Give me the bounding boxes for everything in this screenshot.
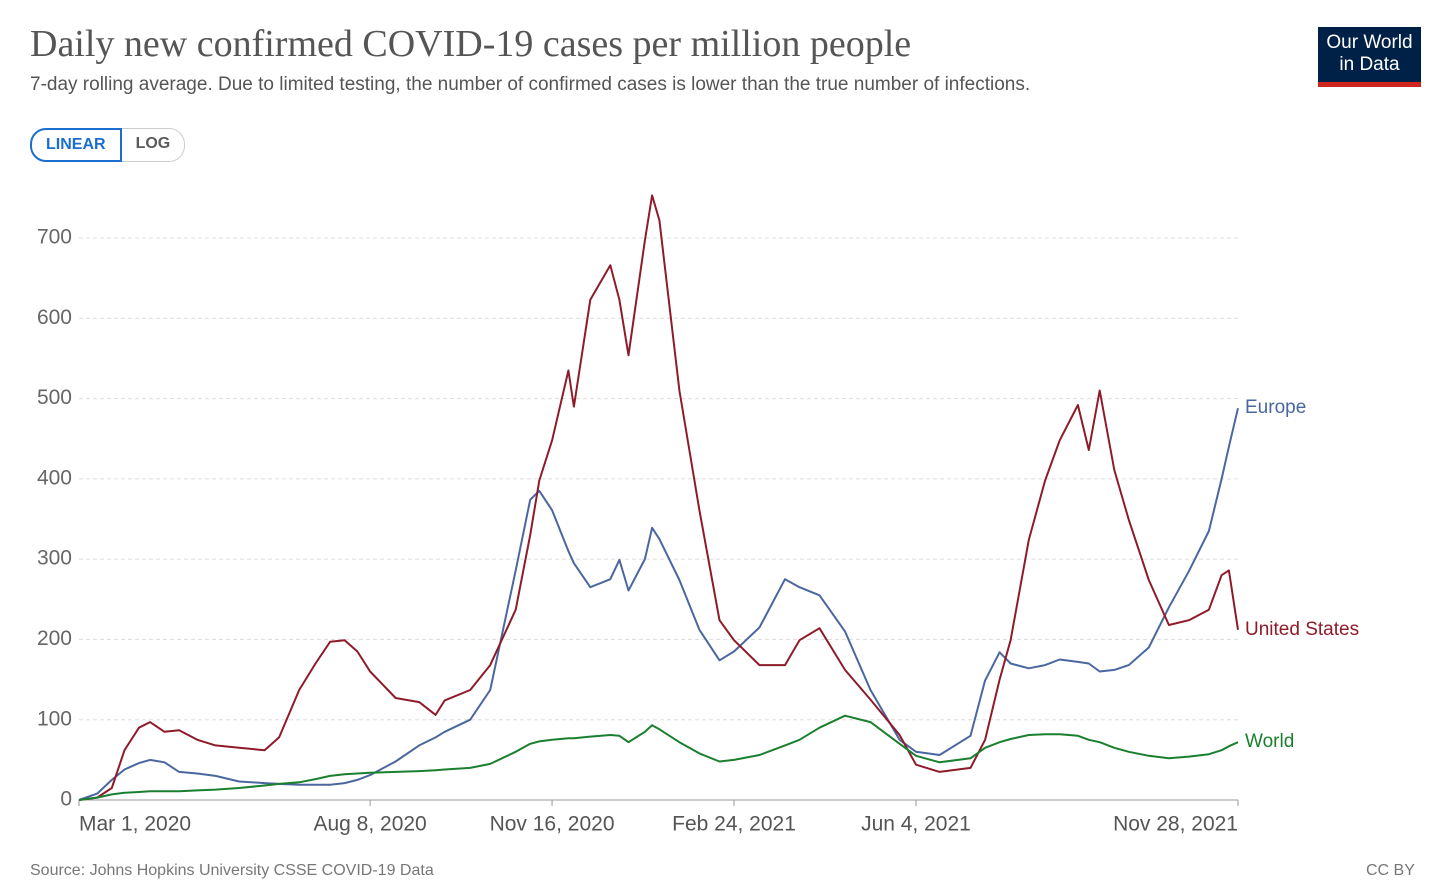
y-tick-label: 0 [60, 788, 72, 811]
series-line [78, 714, 1239, 801]
x-tick-label: Jun 4, 2021 [861, 813, 971, 836]
y-tick-label: 600 [37, 306, 72, 329]
x-tick-label: Feb 24, 2021 [672, 813, 796, 836]
linear-button[interactable]: LINEAR [30, 128, 122, 162]
y-tick-label: 700 [37, 226, 72, 249]
series-line [78, 194, 1239, 801]
x-tick-label: Mar 1, 2020 [79, 813, 191, 836]
y-tick-label: 200 [37, 627, 72, 650]
logo-line: in Data [1339, 54, 1400, 75]
series-line [78, 407, 1239, 801]
series-label: United States [1245, 619, 1359, 640]
y-tick-label: 400 [37, 466, 72, 489]
source: Source: Johns Hopkins University CSSE CO… [30, 862, 434, 879]
logo-line: Our World [1326, 32, 1413, 53]
y-tick-label: 100 [37, 707, 72, 730]
series-label: Europe [1245, 397, 1306, 418]
logo[interactable]: Our World in Data [1318, 27, 1421, 87]
series-label: World [1245, 731, 1294, 752]
x-tick-label: Nov 28, 2021 [1113, 813, 1238, 836]
y-tick-label: 300 [37, 547, 72, 570]
chart-subtitle: 7-day rolling average. Due to limited te… [30, 74, 1031, 95]
log-button[interactable]: LOG [121, 128, 186, 162]
x-tick-label: Aug 8, 2020 [313, 813, 426, 836]
scale-toggle: LINEAR LOG [30, 128, 186, 162]
x-tick-label: Nov 16, 2020 [490, 813, 615, 836]
chart-title: Daily new confirmed COVID-19 cases per m… [30, 23, 912, 65]
y-tick-label: 500 [37, 386, 72, 409]
license: CC BY [1366, 862, 1415, 879]
